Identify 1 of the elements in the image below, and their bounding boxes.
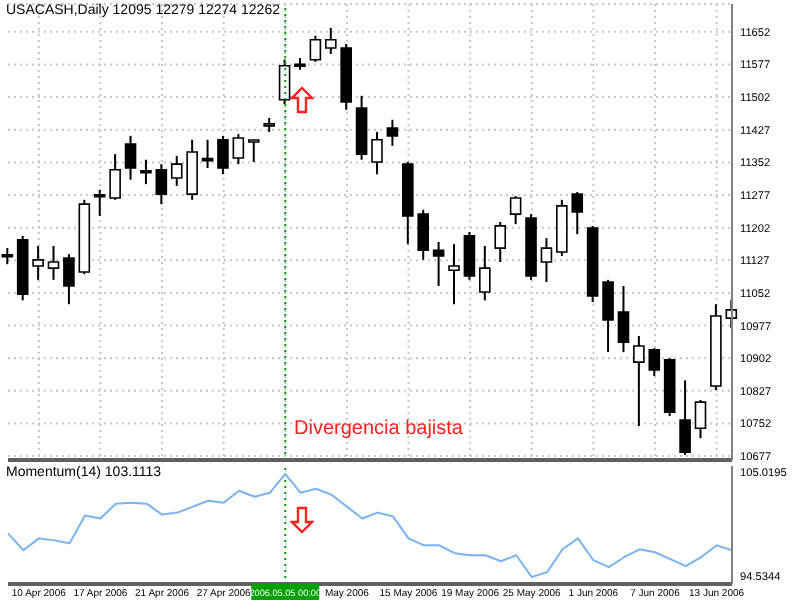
annotation: Divergencia bajista [294, 418, 463, 440]
